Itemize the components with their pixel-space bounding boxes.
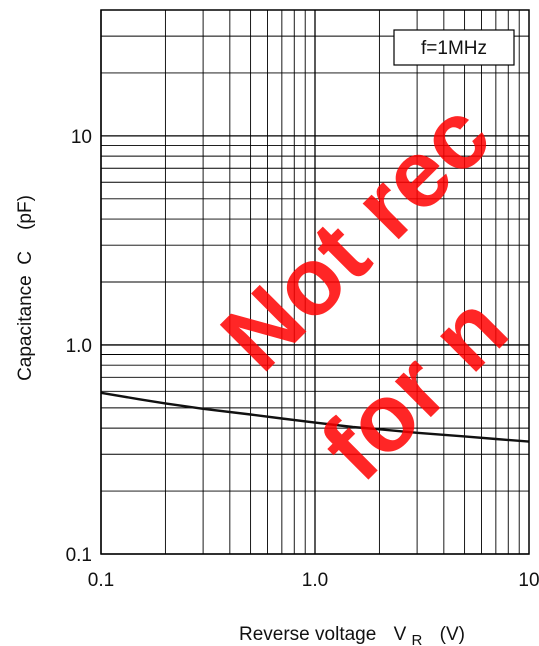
annotation-text: f=1MHz	[421, 38, 487, 59]
annotation-frame	[393, 29, 515, 66]
annotation-box: f=1MHz	[393, 29, 515, 66]
x-axis-label: Reverse voltage V R (V)	[239, 624, 465, 646]
y-tick-labels: 0.1 1.0 10	[66, 127, 92, 566]
x-axis-subscript: R	[412, 632, 423, 646]
series-group	[100, 391, 530, 443]
x-axis-unit: (V)	[440, 624, 465, 645]
x-tick-label: 0.1	[88, 570, 114, 591]
y-tick-label: 0.1	[66, 545, 92, 566]
x-axis-symbol: V	[394, 624, 407, 645]
y-tick-label: 1.0	[66, 336, 92, 357]
y-axis-label: Capacitance C (pF)	[15, 195, 36, 381]
plot-frame	[100, 9, 530, 555]
x-axis-label-text: Reverse voltage	[239, 624, 376, 645]
x-tick-label: 10	[518, 570, 539, 591]
x-tick-label: 1.0	[302, 570, 328, 591]
capacitance-curve	[100, 391, 530, 443]
x-tick-labels: 0.1 1.0 10	[88, 570, 539, 591]
y-tick-label: 10	[71, 127, 92, 148]
